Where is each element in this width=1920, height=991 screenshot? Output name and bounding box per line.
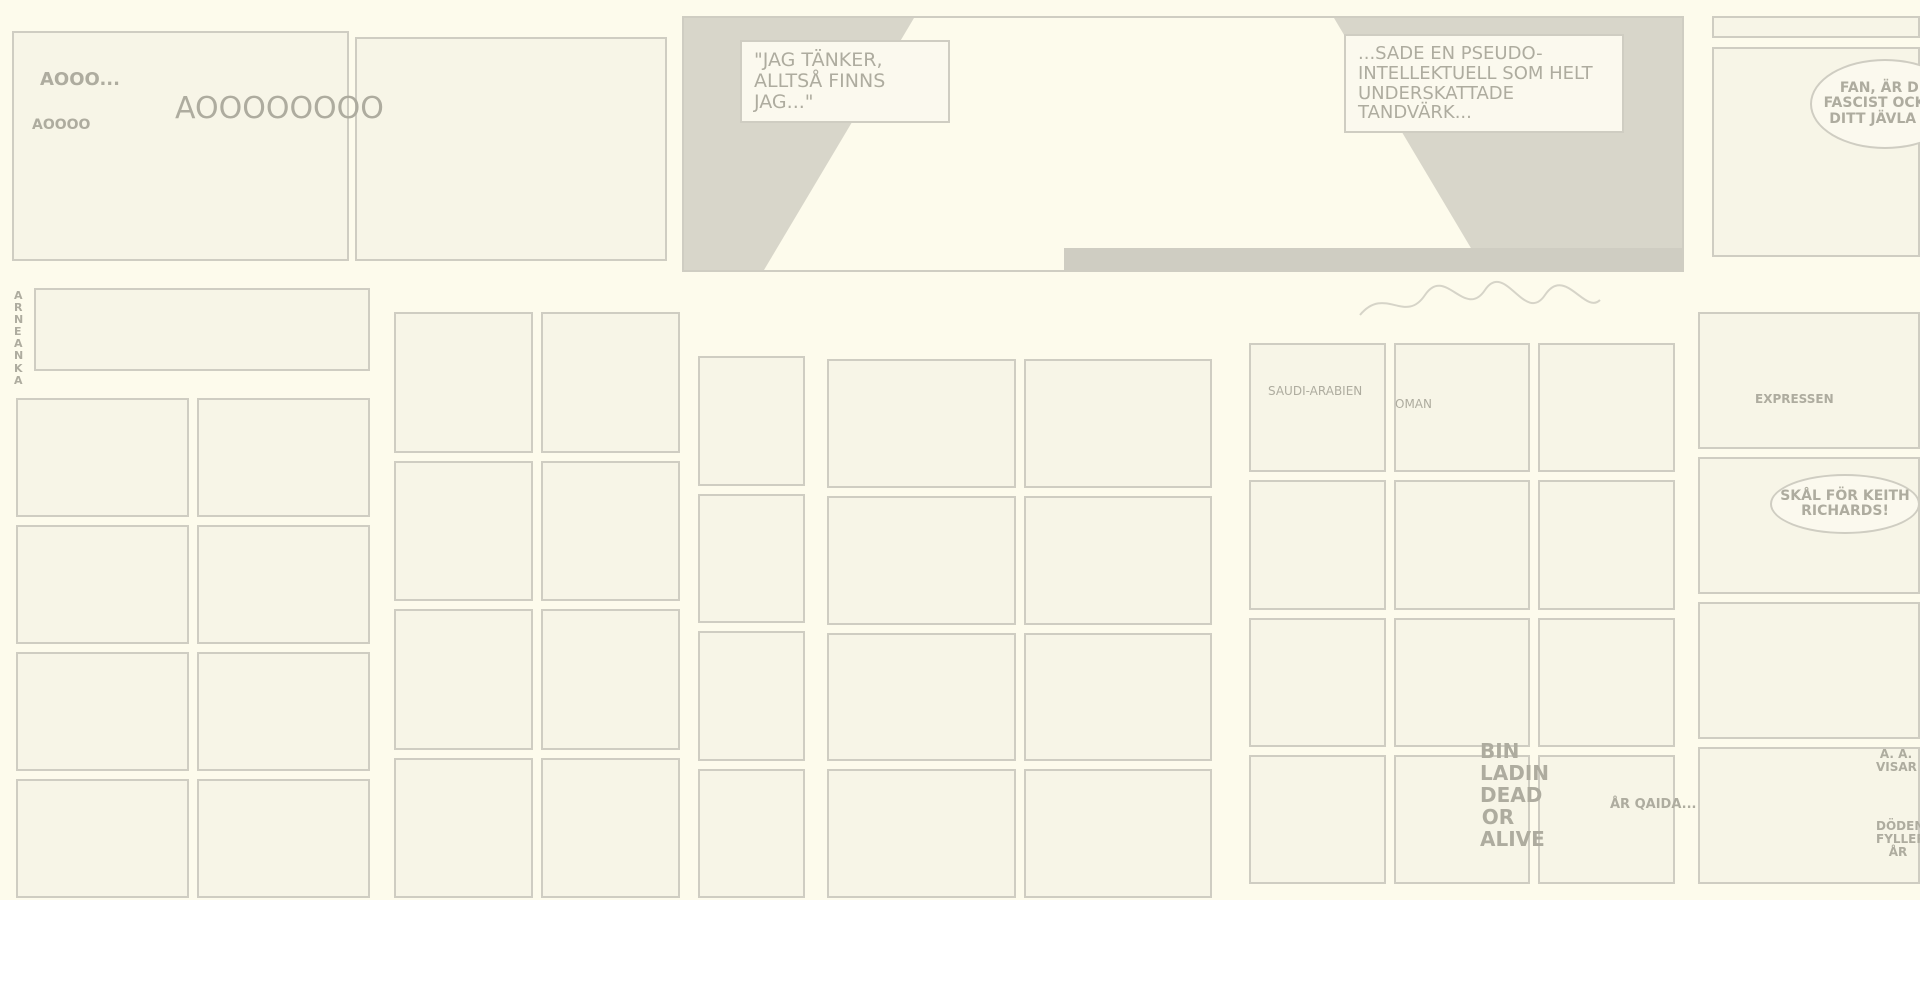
series-title: ARNE ANKA [14,289,24,387]
panel [541,460,680,601]
comic-page [827,359,1212,898]
panel [541,609,680,750]
panel [1249,754,1386,884]
speech: SKÅL FÖR KEITH RICHARDS! [1770,474,1920,534]
panel [827,359,1016,488]
map-label: OMAN [1395,397,1432,411]
panel [698,493,805,623]
panel [1023,359,1212,488]
panel [698,356,805,486]
panel [827,769,1016,898]
panel [16,398,189,517]
panel [197,652,370,771]
panel [1698,312,1920,449]
panel [1023,632,1212,762]
speech: AOOOO [32,117,91,133]
panel [1538,754,1675,884]
newspaper: EXPRESSEN [1755,392,1834,406]
caption: A. A. VISAR [1876,747,1917,775]
panel [1538,343,1675,473]
panel [1538,617,1675,747]
panel [34,288,370,371]
comic-page [698,356,805,898]
panel [1698,747,1920,884]
comic-page [1249,343,1675,884]
panel [1249,617,1386,747]
panel [1393,617,1531,747]
panel [1393,343,1531,473]
caption: DÖDEN FYLLER ÅR [1876,819,1920,860]
panel [1698,602,1920,739]
panel: FAN, ÄR DU FASCIST OCKSÅ DITT JÄVLA FY [1712,47,1920,257]
panel [827,495,1016,625]
panel [1249,480,1386,610]
panel [1538,480,1675,610]
signature [1359,281,1601,316]
panel [197,398,370,517]
panel [197,779,370,898]
map-label: SAUDI-ARABIEN [1268,384,1363,398]
caption: ...SADE EN PSEUDO-INTELLEKTUELL SOM HELT… [1344,34,1624,134]
panel [16,652,189,771]
panel [1393,754,1531,884]
panel [1712,16,1920,38]
speech: ÅR QAIDA... [1610,797,1697,812]
panel [541,757,680,898]
panel [1249,343,1386,473]
panel [541,312,680,453]
panel [394,312,533,453]
comic-page [16,398,370,898]
speech: FAN, ÄR DU FASCIST OCKSÅ DITT JÄVLA FY [1810,59,1920,149]
panel [394,460,533,601]
panel [16,779,189,898]
panel: "JAG TÄNKER, ALLTSÅ FINNS JAG..." ...SAD… [682,16,1684,272]
speech: AOOOOOOOO [175,91,384,126]
speech: AOOO... [40,69,120,90]
caption: "JAG TÄNKER, ALLTSÅ FINNS JAG..." [740,40,950,123]
panel [1023,495,1212,625]
panel [698,768,805,898]
panel [355,37,667,261]
panel [394,609,533,750]
panel [16,525,189,644]
comic-background: AOOO... AOOOO AOOOOOOOO "JAG TÄNKER, ALL… [0,0,1920,900]
panel [1393,480,1531,610]
panel [827,632,1016,762]
comic-page [394,312,680,898]
panel [197,525,370,644]
panel [1023,769,1212,898]
panel [12,31,349,261]
panel [698,631,805,761]
panel [394,757,533,898]
sign: BIN LADIN DEAD OR ALIVE [1480,739,1550,851]
